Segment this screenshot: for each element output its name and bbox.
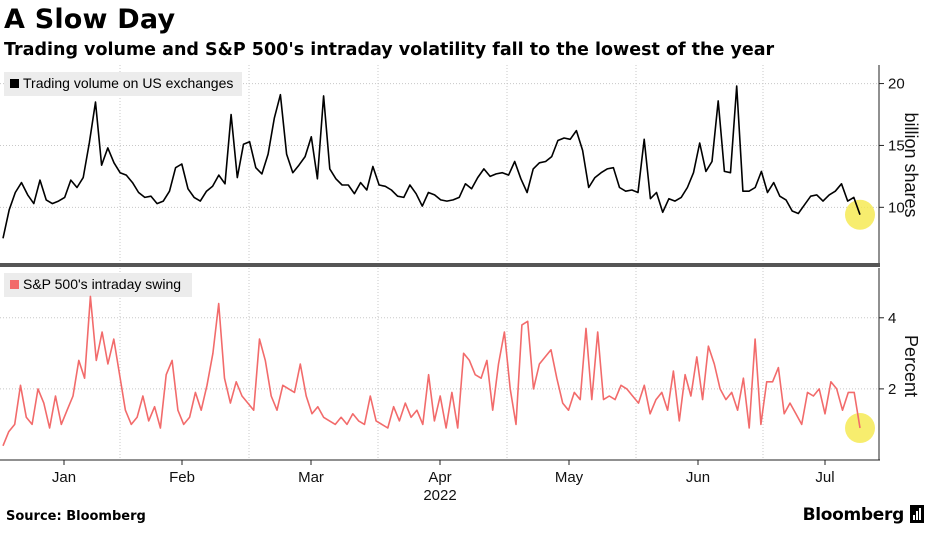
chart-subtitle: Trading volume and S&P 500's intraday vo… xyxy=(4,40,775,60)
volume-line xyxy=(2,85,861,239)
x-tick-label: Jun xyxy=(686,469,710,486)
bottom-y-axis-title: Percent xyxy=(901,335,921,397)
chart-title: A Slow Day xyxy=(4,4,176,35)
top-y-axis-title: billion shares xyxy=(901,112,921,217)
panel-divider xyxy=(0,263,880,267)
top-legend: Trading volume on US exchanges xyxy=(4,72,242,96)
top-legend-box xyxy=(4,72,242,96)
bloomberg-terminal-icon xyxy=(910,505,924,523)
swing-ytick-label: 2 xyxy=(888,381,896,398)
x-tick-label: Jul xyxy=(815,469,834,486)
latest-value-highlights xyxy=(845,199,875,443)
volume-ytick-label: 20 xyxy=(888,76,905,93)
volume-ytick-label: 10 xyxy=(888,199,905,216)
volume-latest-highlight xyxy=(845,199,875,230)
x-tick-label: Jan xyxy=(52,469,76,486)
swing-ytick-label: 4 xyxy=(888,310,896,327)
volume-series xyxy=(2,85,861,239)
swing-series xyxy=(2,295,861,447)
swing-line xyxy=(2,295,861,447)
bottom-y-ticks: 24 xyxy=(879,310,896,398)
bottom-legend-label: S&P 500's intraday swing xyxy=(23,276,181,292)
top-y-ticks: 10 15 20 xyxy=(879,76,905,216)
x-axis-year: 2022 xyxy=(423,487,456,504)
bottom-legend-box xyxy=(4,273,192,297)
bottom-legend-swatch xyxy=(10,280,19,289)
x-tick-label: May xyxy=(555,469,584,486)
volume-ytick-label: 15 xyxy=(888,137,905,154)
bottom-panel-grid xyxy=(0,268,879,460)
x-tick-label: Mar xyxy=(298,469,324,486)
brand-logo: Bloomberg xyxy=(802,505,905,525)
x-tick-label: Feb xyxy=(169,469,195,486)
x-tick-label: Apr xyxy=(428,469,451,486)
top-legend-swatch xyxy=(10,79,19,88)
top-legend-label: Trading volume on US exchanges xyxy=(23,75,233,91)
x-axis-ticks: Jan Feb Mar Apr May Jun Jul xyxy=(0,459,880,486)
bottom-legend: S&P 500's intraday swing xyxy=(4,273,192,297)
source-note: Source: Bloomberg xyxy=(6,509,146,524)
